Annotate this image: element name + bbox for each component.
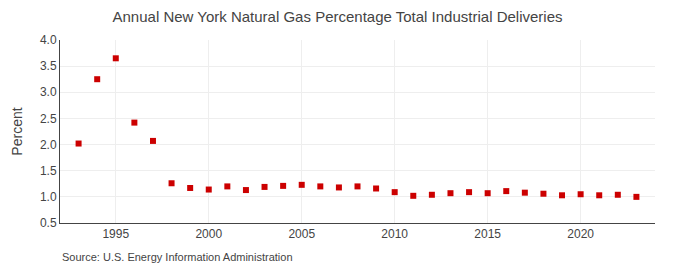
svg-text:2020: 2020	[567, 227, 594, 241]
svg-text:Annual New York Natural Gas Pe: Annual New York Natural Gas Percentage T…	[113, 8, 563, 25]
svg-text:2000: 2000	[195, 227, 222, 241]
svg-text:4.0: 4.0	[40, 33, 57, 47]
svg-text:3.5: 3.5	[40, 59, 57, 73]
svg-text:1.5: 1.5	[40, 164, 57, 178]
svg-text:2015: 2015	[474, 227, 501, 241]
svg-text:3.0: 3.0	[40, 85, 57, 99]
svg-text:2005: 2005	[288, 227, 315, 241]
svg-text:Percent: Percent	[9, 107, 25, 155]
svg-text:2.0: 2.0	[40, 138, 57, 152]
svg-text:2010: 2010	[381, 227, 408, 241]
svg-text:1.0: 1.0	[40, 190, 57, 204]
svg-text:1995: 1995	[102, 227, 129, 241]
svg-text:2.5: 2.5	[40, 112, 57, 126]
svg-text:Source: U.S. Energy Informatio: Source: U.S. Energy Information Administ…	[62, 251, 293, 263]
svg-text:0.5: 0.5	[40, 216, 57, 230]
